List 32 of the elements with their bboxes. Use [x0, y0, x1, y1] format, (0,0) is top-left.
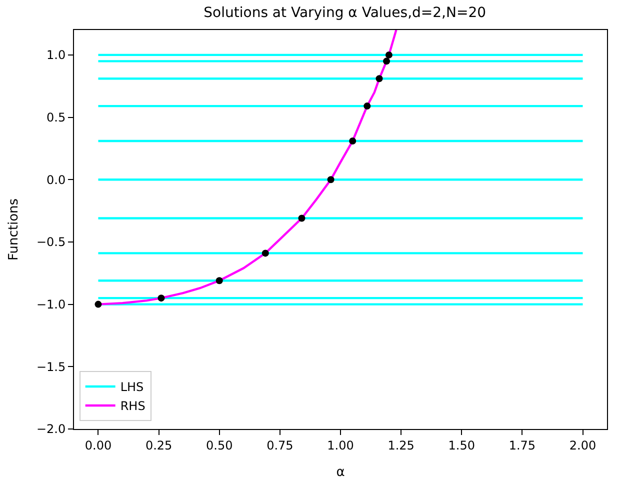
point: [349, 137, 356, 144]
point: [298, 214, 306, 222]
point: [376, 75, 383, 82]
y-tick-label: 0.5: [46, 110, 66, 124]
x-tick-label: 1.50: [448, 438, 475, 452]
y-tick-label: −1.5: [36, 360, 66, 374]
x-tick-label: 0.25: [145, 438, 172, 452]
y-tick-label: −1.0: [36, 298, 66, 312]
x-tick-label: 0.75: [266, 438, 294, 452]
x-tick-label: 1.00: [327, 438, 354, 452]
point: [216, 277, 223, 284]
point: [327, 176, 334, 184]
x-tick-label: 0.00: [84, 438, 112, 452]
chart-title: Solutions at Varying α Values,d=2,N=20: [204, 5, 486, 22]
y-tick-label: 1.0: [46, 48, 66, 62]
x-axis-title: α: [336, 465, 345, 480]
point: [158, 294, 165, 302]
y-axis-title: Functions: [6, 198, 22, 261]
x-tick-label: 1.25: [388, 438, 414, 452]
y-tick-label: 0.0: [46, 172, 66, 187]
x-tick-label: 0.50: [206, 438, 233, 452]
point: [383, 58, 390, 65]
y-tick-label: −2.0: [36, 422, 66, 436]
legend-label: LHS: [120, 380, 144, 394]
legend-label: RHS: [120, 399, 146, 414]
point: [94, 300, 102, 308]
point: [364, 102, 371, 110]
y-tick-label: −0.5: [36, 235, 66, 250]
x-tick-label: 2.00: [569, 438, 596, 452]
point: [385, 51, 392, 58]
point: [262, 250, 269, 257]
x-tick-label: 1.75: [508, 438, 536, 452]
